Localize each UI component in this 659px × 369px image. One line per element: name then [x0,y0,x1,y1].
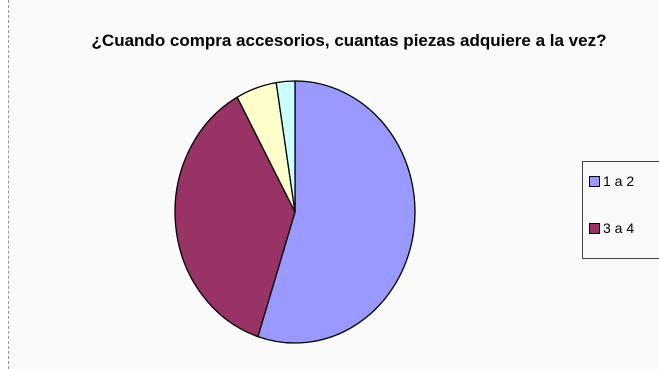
chart-area: ¿Cuando compra accesorios, cuantas pieza… [8,0,659,369]
legend-swatch-2 [589,222,600,234]
legend-item-1: 1 a 2 [589,172,634,190]
legend-label-2: 3 a 4 [603,220,635,236]
legend-label-1: 1 a 2 [603,173,635,189]
pie-slice-2 [174,96,296,338]
legend-swatch-1 [589,175,600,187]
legend-item-2: 3 a 4 [589,219,634,237]
legend: 1 a 2 3 a 4 [582,161,659,259]
pie-slice-1 [257,80,416,344]
pie-chart [174,80,416,344]
pie-slice-4 [275,80,296,213]
chart-title: ¿Cuando compra accesorios, cuantas pieza… [91,31,607,50]
